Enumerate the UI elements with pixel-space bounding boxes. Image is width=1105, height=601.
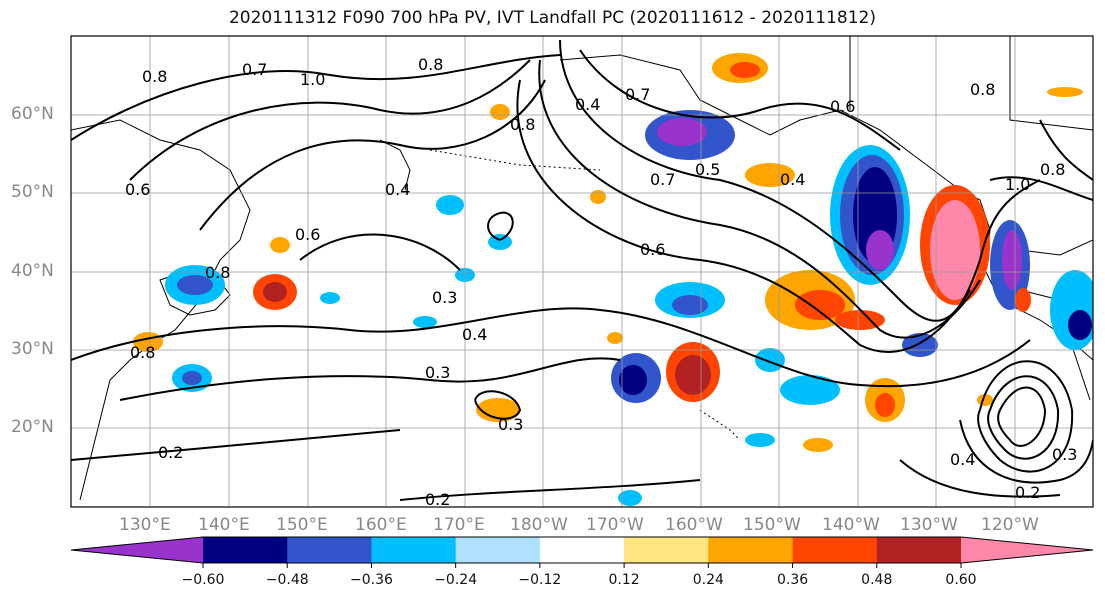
pc-anomaly-fills — [133, 53, 1093, 506]
colorbar-tick-label: 0.48 — [861, 572, 893, 588]
lat-label: 40°N — [11, 261, 54, 281]
contour-label: 0.7 — [242, 60, 267, 79]
graticule — [71, 36, 1093, 507]
lon-label: 130°W — [900, 515, 958, 535]
map-title: 2020111312 F090 700 hPa PV, IVT Landfall… — [228, 8, 876, 28]
contour-label: 1.0 — [1005, 175, 1030, 194]
lon-label: 140°W — [822, 515, 880, 535]
colorbar-tick-label: −0.60 — [181, 572, 225, 588]
colorbar-tick-label: 0.36 — [776, 572, 809, 588]
colorbar-tick-label: −0.48 — [265, 572, 309, 588]
contour-label: 0.4 — [385, 180, 410, 199]
contour-label: 0.3 — [425, 363, 450, 382]
contour-label: 0.6 — [640, 240, 665, 259]
lon-label: 170°W — [586, 515, 644, 535]
contour-label: 0.8 — [510, 115, 535, 134]
lon-label: 150°W — [743, 515, 801, 535]
colorbar-extend-low — [71, 537, 203, 563]
colorbar-segment — [371, 537, 457, 563]
contour-label: 0.4 — [780, 170, 805, 189]
contour-label: 0.6 — [125, 180, 150, 199]
lat-label: 20°N — [11, 417, 54, 437]
contour-label: 0.2 — [425, 490, 450, 509]
colorbar-segment — [876, 537, 962, 563]
lat-label: 50°N — [11, 182, 54, 202]
lon-label: 150°E — [276, 515, 328, 535]
lon-label: 140°E — [198, 515, 250, 535]
contour-label: 0.7 — [625, 85, 650, 104]
lon-label: 120°W — [981, 515, 1039, 535]
colorbar-extend-high — [961, 537, 1093, 563]
colorbar-tick-label: 0.60 — [945, 572, 977, 588]
contour-label-group: 0.8 0.7 1.0 0.8 0.8 0.4 0.7 0.5 0.4 0.6 … — [125, 55, 1077, 509]
contour-label: 0.3 — [498, 415, 523, 434]
lon-label: 180°W — [510, 515, 568, 535]
lon-label: 130°E — [119, 515, 171, 535]
contour-label: 0.4 — [462, 325, 487, 344]
colorbar-segment — [203, 537, 288, 563]
contour-label: 0.2 — [158, 443, 183, 462]
contour-label: 0.8 — [418, 55, 443, 74]
map-frame — [70, 35, 1094, 508]
colorbar-tick-label: 0.12 — [608, 572, 640, 588]
colorbar-tick-label: −0.12 — [518, 572, 562, 588]
lon-label: 160°E — [355, 515, 407, 535]
colorbar-segment — [455, 537, 541, 563]
contour-label: 0.4 — [950, 450, 975, 469]
lat-label: 60°N — [11, 104, 54, 124]
colorbar-tick-label: 0.24 — [692, 572, 724, 588]
contour-label: 0.5 — [695, 160, 720, 179]
colorbar-segment — [287, 537, 372, 563]
contour-label: 0.6 — [295, 225, 320, 244]
contour-label: 0.4 — [575, 95, 600, 114]
contour-label: 1.0 — [300, 70, 325, 89]
colorbar-segment — [792, 537, 878, 563]
lat-label: 30°N — [11, 339, 54, 359]
contour-label: 0.8 — [205, 263, 230, 282]
colorbar-segment — [539, 537, 625, 563]
contour-label: 0.8 — [1040, 160, 1065, 179]
colorbar-tick-label: −0.24 — [434, 572, 478, 588]
contour-label: 0.3 — [432, 288, 457, 307]
contour-label: 0.7 — [650, 170, 675, 189]
contour-label: 0.8 — [970, 80, 995, 99]
colorbar-tick-label: −0.36 — [349, 572, 393, 588]
colorbar-segment — [624, 537, 709, 563]
contour-label: 0.2 — [1015, 483, 1040, 502]
colorbar-segment — [708, 537, 794, 563]
contour-label: 0.6 — [830, 97, 855, 116]
contour-label: 0.8 — [142, 67, 167, 86]
lon-label: 170°E — [433, 515, 485, 535]
contour-label: 0.3 — [1052, 445, 1077, 464]
ivt-contours — [71, 39, 1093, 501]
contour-label: 0.8 — [130, 343, 155, 362]
lon-label: 160°W — [665, 515, 723, 535]
